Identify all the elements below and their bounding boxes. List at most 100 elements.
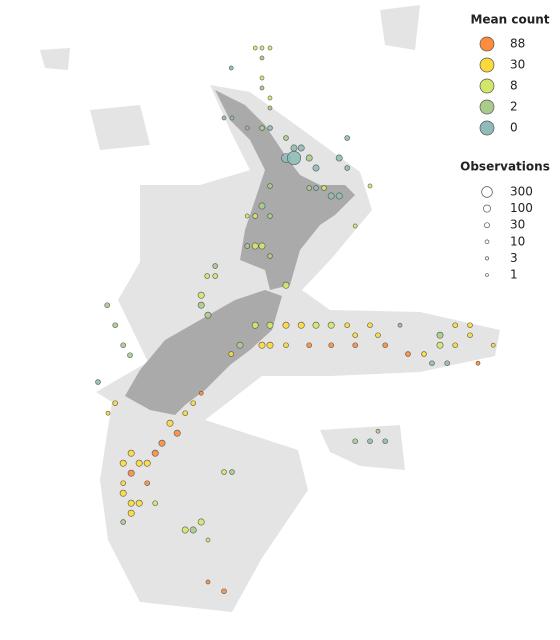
point bbox=[259, 55, 265, 61]
point bbox=[258, 341, 266, 349]
point bbox=[283, 342, 289, 348]
legend-swatch bbox=[479, 78, 495, 94]
legend-title: Observations bbox=[460, 160, 550, 174]
point bbox=[228, 65, 234, 71]
point bbox=[306, 342, 312, 348]
point bbox=[397, 322, 403, 328]
point bbox=[444, 360, 450, 366]
point bbox=[429, 360, 435, 366]
point bbox=[436, 331, 444, 339]
point bbox=[282, 281, 290, 289]
legend-title: Mean count bbox=[470, 13, 549, 27]
point bbox=[367, 438, 373, 444]
point bbox=[375, 332, 381, 338]
point bbox=[382, 438, 388, 444]
point bbox=[352, 438, 358, 444]
points bbox=[95, 45, 496, 594]
point bbox=[182, 410, 188, 416]
point bbox=[135, 459, 143, 467]
point bbox=[181, 526, 189, 534]
point bbox=[312, 164, 320, 172]
legend-swatch bbox=[479, 99, 495, 115]
point bbox=[244, 125, 250, 131]
point bbox=[105, 410, 111, 416]
point bbox=[328, 342, 334, 348]
point bbox=[452, 342, 458, 348]
point bbox=[229, 115, 235, 121]
point bbox=[190, 400, 196, 406]
legend-label: 3 bbox=[510, 251, 518, 265]
point bbox=[467, 332, 473, 338]
legend-size bbox=[485, 273, 489, 277]
legend-label: 2 bbox=[510, 100, 518, 114]
point bbox=[197, 518, 205, 526]
point bbox=[297, 321, 305, 329]
point bbox=[259, 45, 265, 51]
point bbox=[143, 459, 151, 467]
point bbox=[228, 351, 234, 357]
point bbox=[212, 273, 218, 279]
point bbox=[120, 342, 126, 348]
point bbox=[189, 526, 197, 534]
point bbox=[119, 489, 127, 497]
point bbox=[120, 480, 126, 486]
point bbox=[197, 301, 205, 309]
point bbox=[405, 351, 411, 357]
legend-label: 88 bbox=[510, 37, 525, 51]
point bbox=[312, 321, 320, 329]
point bbox=[251, 321, 259, 329]
point bbox=[205, 537, 211, 543]
point bbox=[267, 125, 273, 131]
point bbox=[306, 185, 312, 191]
point bbox=[344, 322, 350, 328]
legend-label: 8 bbox=[510, 79, 518, 93]
legend-size bbox=[483, 204, 491, 213]
land bbox=[125, 90, 355, 415]
point bbox=[267, 183, 273, 189]
point bbox=[267, 45, 273, 51]
point bbox=[244, 243, 250, 249]
point bbox=[104, 302, 110, 308]
point bbox=[305, 154, 313, 162]
legend-label: 10 bbox=[510, 234, 525, 248]
point bbox=[267, 95, 273, 101]
point bbox=[352, 342, 358, 348]
point bbox=[127, 352, 133, 358]
point bbox=[327, 192, 335, 200]
legend-size bbox=[481, 186, 493, 198]
point bbox=[204, 311, 212, 319]
point bbox=[95, 379, 101, 385]
point bbox=[251, 242, 259, 250]
legend-label: 0 bbox=[510, 121, 518, 135]
point bbox=[252, 213, 258, 219]
point bbox=[120, 519, 126, 525]
point bbox=[335, 192, 343, 200]
shelf bbox=[40, 5, 500, 612]
point bbox=[258, 242, 266, 250]
point bbox=[204, 273, 210, 279]
point bbox=[205, 579, 211, 585]
point bbox=[382, 342, 388, 348]
point bbox=[135, 499, 143, 507]
point bbox=[151, 449, 159, 457]
point bbox=[367, 183, 373, 189]
point bbox=[221, 588, 227, 594]
point bbox=[335, 154, 343, 162]
point bbox=[313, 185, 319, 191]
point bbox=[344, 165, 350, 171]
point bbox=[212, 263, 218, 269]
point bbox=[344, 135, 350, 141]
point bbox=[352, 223, 358, 229]
point bbox=[375, 428, 381, 434]
point bbox=[436, 341, 444, 349]
point bbox=[158, 439, 166, 447]
point bbox=[258, 202, 266, 210]
legend-swatch bbox=[479, 57, 495, 73]
point bbox=[267, 105, 273, 111]
point bbox=[244, 213, 250, 219]
point bbox=[173, 429, 181, 437]
point bbox=[127, 499, 135, 507]
point bbox=[352, 332, 358, 338]
